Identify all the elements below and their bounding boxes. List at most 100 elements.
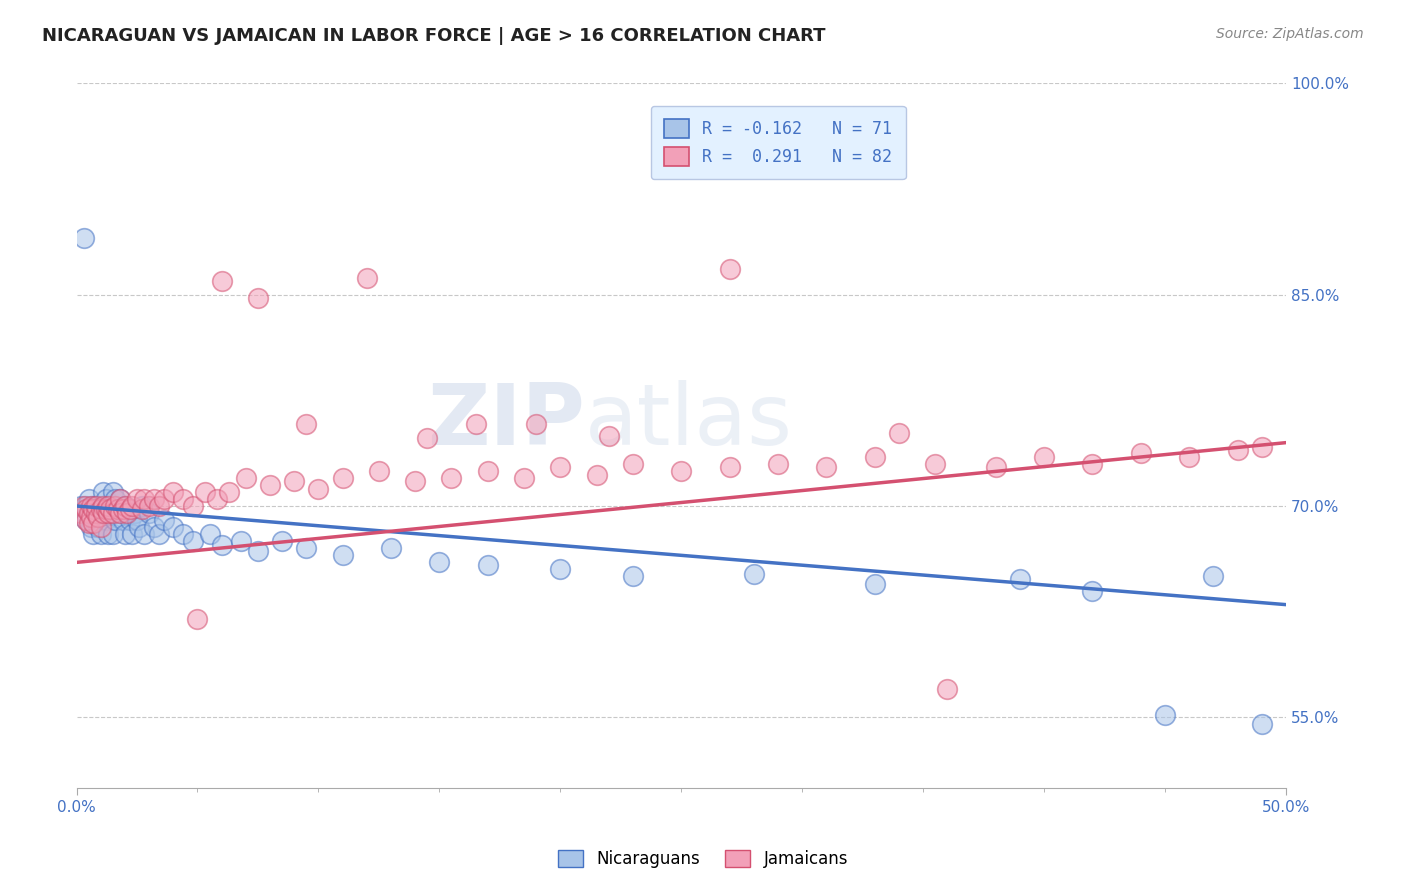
Point (91, 499, 114, 513)
Text: atlas: atlas (585, 380, 793, 463)
Point (295, 417, 318, 432)
Point (131, 501, 153, 516)
Point (863, 576, 886, 591)
Point (598, 428, 620, 442)
Point (114, 499, 136, 513)
Point (211, 274, 233, 288)
Point (332, 471, 354, 485)
Point (80, 499, 103, 513)
Point (307, 482, 329, 496)
Point (104, 491, 127, 506)
Point (87, 510, 110, 524)
Point (84, 513, 107, 527)
Point (1250, 717, 1272, 731)
Point (104, 499, 127, 513)
Point (91, 501, 114, 516)
Point (101, 485, 124, 500)
Point (77, 506, 100, 520)
Point (80, 510, 103, 524)
Point (815, 459, 838, 474)
Point (513, 471, 536, 485)
Point (97, 499, 120, 513)
Point (108, 491, 131, 506)
Point (70, 499, 93, 513)
Point (246, 544, 269, 558)
Point (718, 262, 741, 277)
Point (108, 506, 131, 520)
Point (1250, 440, 1272, 454)
Point (550, 459, 572, 474)
Point (162, 485, 184, 500)
Point (90, 501, 112, 516)
Point (73, 499, 96, 513)
Point (87, 520, 110, 534)
Point (111, 501, 134, 516)
Point (984, 459, 1007, 474)
Point (77, 516, 100, 530)
Point (1081, 457, 1104, 471)
Point (94, 491, 117, 506)
Point (128, 520, 150, 534)
Point (211, 539, 233, 553)
Point (138, 506, 160, 520)
Point (73, 231, 96, 245)
Point (80, 520, 103, 534)
Point (152, 491, 174, 506)
Point (90, 520, 112, 534)
Point (246, 291, 269, 305)
Point (229, 534, 252, 549)
Point (80, 501, 103, 516)
Point (332, 549, 354, 563)
Point (181, 534, 204, 549)
Point (259, 478, 281, 492)
Point (84, 499, 107, 513)
Point (90, 499, 112, 513)
Point (100, 506, 122, 520)
Point (863, 450, 886, 464)
Point (91, 485, 114, 500)
Point (82, 527, 104, 541)
Point (1081, 583, 1104, 598)
Point (131, 499, 153, 513)
Point (718, 459, 741, 474)
Point (82, 499, 104, 513)
Point (524, 417, 547, 432)
Point (1178, 450, 1201, 464)
Point (134, 491, 156, 506)
Point (148, 527, 170, 541)
Text: Source: ZipAtlas.com: Source: ZipAtlas.com (1216, 27, 1364, 41)
Point (356, 270, 378, 285)
Point (108, 491, 131, 506)
Point (766, 457, 789, 471)
Point (124, 506, 146, 520)
Point (194, 485, 217, 500)
Point (107, 501, 129, 516)
Point (416, 431, 439, 445)
Point (90, 506, 112, 520)
Point (77, 506, 100, 520)
Point (125, 491, 148, 506)
Point (117, 506, 139, 520)
Point (404, 474, 426, 488)
Point (367, 464, 389, 478)
Point (1033, 450, 1056, 464)
Point (742, 566, 765, 581)
Point (75, 513, 97, 527)
Point (936, 682, 959, 697)
Point (101, 527, 124, 541)
Point (477, 464, 499, 478)
Point (90, 527, 112, 541)
Point (111, 513, 134, 527)
Point (218, 485, 240, 500)
Text: ZIP: ZIP (427, 380, 585, 463)
Point (440, 471, 463, 485)
Point (186, 612, 208, 626)
Point (73, 506, 96, 520)
Legend: R = -0.162   N = 71, R =  0.291   N = 82: R = -0.162 N = 71, R = 0.291 N = 82 (651, 106, 905, 179)
Point (87, 506, 110, 520)
Point (1129, 445, 1152, 459)
Point (114, 527, 136, 541)
Point (271, 534, 294, 549)
Point (84, 499, 107, 513)
Point (1154, 707, 1177, 722)
